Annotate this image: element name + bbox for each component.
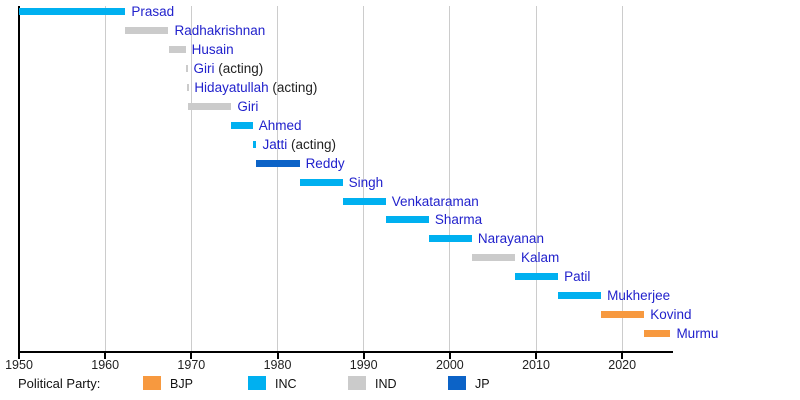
president-name-label[interactable]: Murmu: [676, 326, 719, 342]
gridline-1960: [104, 6, 106, 351]
row-label-narayanan: Narayanan: [478, 230, 544, 247]
president-name-label[interactable]: Giri: [237, 98, 259, 114]
bar-giri-acting[interactable]: [185, 64, 188, 72]
bar-ahmed[interactable]: [231, 121, 253, 129]
bar-mukherjee[interactable]: [558, 292, 602, 300]
x-axis-tick-2020: [621, 353, 624, 359]
x-axis-tick-label-1980: 1980: [263, 358, 292, 372]
gridline-1990: [363, 6, 365, 351]
acting-suffix-label: (acting): [214, 60, 264, 76]
president-name-label[interactable]: Venkataraman: [391, 193, 479, 209]
president-name-label[interactable]: Sharma: [434, 212, 483, 228]
president-name-label[interactable]: Mukherjee: [607, 288, 671, 304]
legend-label-ind: IND: [375, 377, 397, 391]
row-label-reddy: Reddy: [306, 155, 345, 172]
bar-narayanan[interactable]: [428, 235, 472, 243]
bar-singh[interactable]: [299, 178, 343, 186]
legend-swatch-ind: [348, 376, 366, 390]
x-axis-tick-label-1970: 1970: [177, 358, 206, 372]
x-axis-tick-1990: [362, 353, 365, 359]
president-name-label[interactable]: Narayanan: [477, 231, 544, 247]
x-axis-tick-label-1960: 1960: [91, 358, 120, 372]
gridline-1970: [190, 6, 192, 351]
bar-venkataraman[interactable]: [342, 197, 386, 205]
president-name-label[interactable]: Radhakrishnan: [174, 22, 266, 38]
legend-title: Political Party:: [18, 376, 101, 391]
x-axis-tick-1950: [18, 353, 20, 359]
gridline-2010: [535, 6, 537, 351]
x-axis-tick-label-1950: 1950: [5, 358, 33, 372]
legend-label-bjp: BJP: [170, 377, 193, 391]
bar-jatti-acting[interactable]: [252, 140, 257, 148]
row-label-venkataraman: Venkataraman: [392, 193, 479, 210]
row-label-singh: Singh: [349, 174, 384, 191]
row-label-mukherjee: Mukherjee: [607, 287, 670, 304]
bar-radhakrishnan[interactable]: [125, 26, 169, 34]
legend-swatch-jp: [448, 376, 466, 390]
president-name-label[interactable]: Singh: [348, 174, 384, 190]
row-label-sharma: Sharma: [435, 211, 482, 228]
bar-reddy[interactable]: [256, 159, 300, 167]
row-label-kovind: Kovind: [650, 306, 691, 323]
bar-murmu[interactable]: [644, 330, 671, 338]
legend-swatch-bjp: [143, 376, 161, 390]
president-name-label[interactable]: Reddy: [305, 155, 345, 171]
x-axis-line: [18, 351, 673, 353]
y-axis-line: [18, 6, 20, 353]
row-label-jatti-acting: Jatti (acting): [262, 136, 336, 153]
bar-hidayatullah-acting[interactable]: [187, 83, 190, 91]
row-label-giri-acting: Giri (acting): [193, 60, 263, 77]
x-axis-tick-label-1990: 1990: [349, 358, 378, 372]
row-label-patil: Patil: [564, 268, 590, 285]
president-name-label[interactable]: Patil: [564, 269, 591, 285]
row-label-ahmed: Ahmed: [259, 117, 302, 134]
x-axis-tick-label-2010: 2010: [522, 358, 550, 372]
bar-giri[interactable]: [188, 102, 232, 110]
x-axis-tick-1970: [190, 353, 193, 359]
bar-prasad[interactable]: [19, 8, 126, 15]
row-label-murmu: Murmu: [676, 325, 718, 342]
acting-suffix-label: (acting): [268, 79, 318, 95]
president-name-label[interactable]: Kovind: [650, 307, 692, 323]
bar-kalam[interactable]: [471, 254, 515, 262]
x-axis-tick-label-2000: 2000: [435, 358, 464, 372]
bar-sharma[interactable]: [385, 216, 429, 224]
x-axis-tick-2010: [535, 353, 538, 359]
row-label-giri: Giri: [237, 98, 258, 115]
president-name-label[interactable]: Prasad: [131, 4, 175, 19]
x-axis-tick-1960: [104, 353, 107, 359]
president-name-label[interactable]: Giri: [193, 60, 215, 76]
president-name-label[interactable]: Ahmed: [258, 117, 302, 133]
row-label-radhakrishnan: Radhakrishnan: [175, 22, 266, 39]
legend-label-inc: INC: [275, 377, 297, 391]
gridline-2020: [621, 6, 623, 351]
x-axis-tick-label-2020: 2020: [608, 358, 637, 372]
bar-husain[interactable]: [168, 45, 186, 53]
president-name-label[interactable]: Jatti: [262, 136, 288, 152]
president-name-label[interactable]: Husain: [191, 41, 234, 57]
gridline-1980: [277, 6, 278, 351]
row-label-husain: Husain: [192, 41, 234, 58]
legend-label-jp: JP: [475, 377, 490, 391]
bar-kovind[interactable]: [601, 311, 645, 319]
row-label-prasad: Prasad: [131, 3, 174, 20]
row-label-kalam: Kalam: [521, 249, 559, 266]
row-label-hidayatullah-acting: Hidayatullah (acting): [194, 79, 317, 96]
president-name-label[interactable]: Kalam: [520, 250, 560, 266]
acting-suffix-label: (acting): [287, 136, 337, 152]
bar-patil[interactable]: [514, 273, 559, 281]
x-axis-tick-1980: [276, 353, 279, 359]
x-axis-tick-2000: [448, 353, 451, 359]
legend-swatch-inc: [248, 376, 266, 390]
president-name-label[interactable]: Hidayatullah: [194, 79, 269, 95]
gridline-2000: [449, 6, 451, 351]
